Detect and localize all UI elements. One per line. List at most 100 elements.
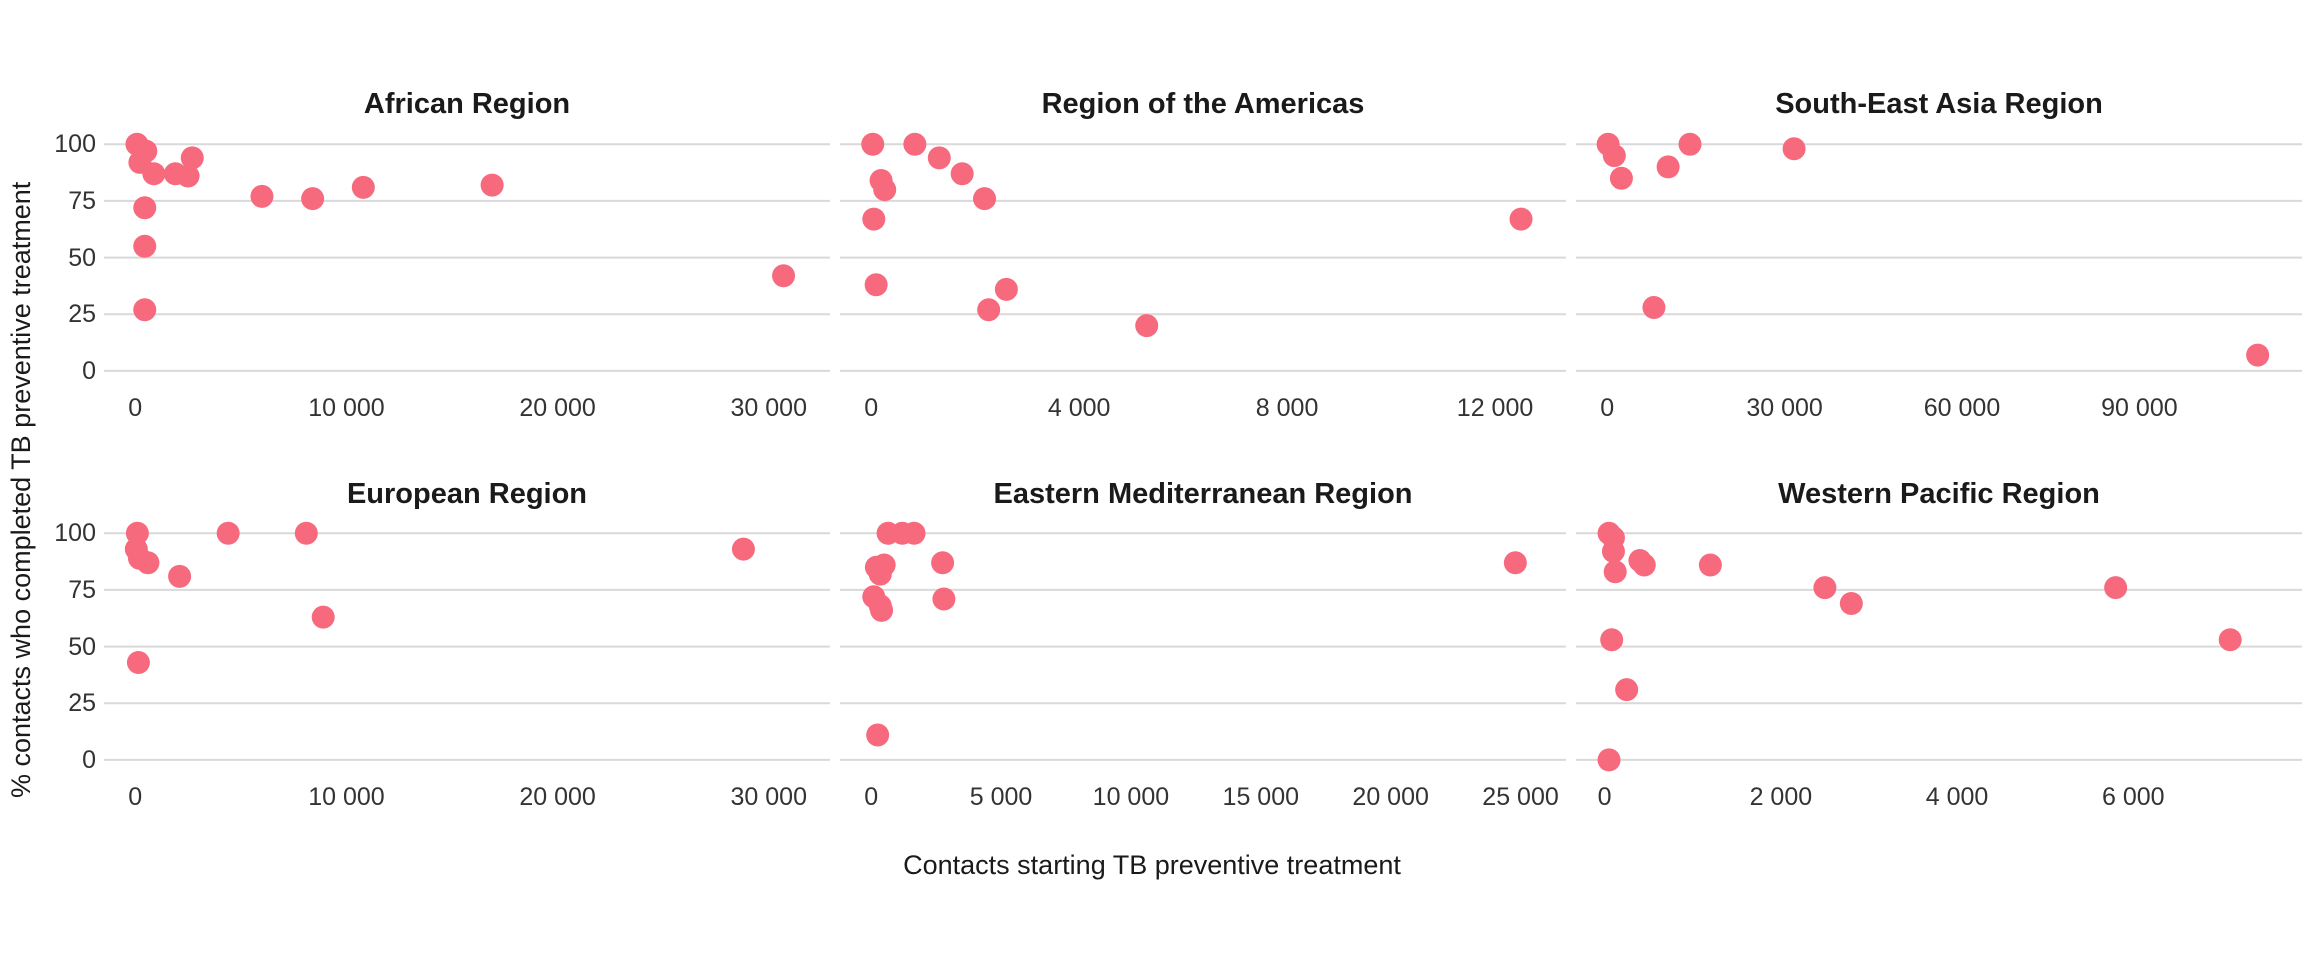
data-point (1642, 295, 1666, 319)
plot-area-south-east-asia-region: 0 30 000 60 000 90 000 (1576, 132, 2302, 422)
data-point (133, 298, 157, 322)
x-tick-label: 0 (864, 394, 878, 422)
panel-title-south-east-asia-region: South-East Asia Region (1775, 88, 2103, 120)
data-point (2218, 628, 2242, 652)
panel-title-eastern-mediterranean-region: Eastern Mediterranean Region (993, 478, 1413, 510)
data-point (950, 162, 974, 186)
y-tick-label: 25 (68, 689, 96, 718)
data-point (994, 277, 1018, 301)
x-tick-label: 0 (1598, 783, 1612, 811)
x-tick-label: 30 000 (731, 394, 807, 422)
data-point (136, 551, 160, 575)
data-point (927, 146, 951, 170)
x-tick-label: 4 000 (1048, 394, 1111, 422)
x-tick-label: 0 (1600, 394, 1614, 422)
data-point (1698, 553, 1722, 577)
y-tick-label: 50 (68, 243, 96, 272)
data-point (931, 551, 955, 575)
data-point (1135, 314, 1159, 338)
x-tick-label: 8 000 (1256, 394, 1319, 422)
data-point (250, 184, 274, 208)
plot-area-european-region: 0 10 000 20 000 30 000 (104, 521, 830, 811)
data-point (903, 132, 927, 156)
data-point (2246, 343, 2270, 367)
y-tick-label: 0 (82, 356, 96, 385)
data-point (1656, 155, 1680, 179)
data-point (133, 196, 157, 220)
data-point (142, 162, 166, 186)
data-point (731, 537, 755, 561)
data-point (1782, 137, 1806, 161)
y-axis-title: % contacts who completed TB preventive t… (6, 181, 36, 799)
data-point (868, 562, 892, 586)
x-tick-label: 15 000 (1223, 783, 1299, 811)
data-point (1602, 144, 1626, 168)
panel-title-western-pacific-region: Western Pacific Region (1778, 478, 2100, 510)
data-point (180, 146, 204, 170)
data-point (973, 187, 997, 211)
data-point (294, 521, 318, 545)
data-point (351, 175, 375, 199)
data-point (126, 650, 150, 674)
data-point (1601, 539, 1625, 563)
y-tick-label: 100 (54, 519, 96, 548)
x-tick-label: 12 000 (1457, 394, 1533, 422)
data-point (1603, 560, 1627, 584)
data-point (168, 564, 192, 588)
data-point (1609, 166, 1633, 190)
x-tick-label: 0 (128, 394, 142, 422)
x-tick-label: 30 000 (731, 783, 807, 811)
x-axis-title: Contacts starting TB preventive treatmen… (903, 850, 1401, 880)
plot-area-eastern-mediterranean-region: 0 5 000 10 000 15 000 20 000 25 000 (840, 521, 1566, 811)
y-tick-label: 50 (68, 632, 96, 661)
x-tick-label: 20 000 (519, 783, 595, 811)
x-tick-label: 90 000 (2101, 394, 2177, 422)
y-tick-label: 75 (68, 186, 96, 215)
data-point (864, 273, 888, 297)
x-tick-label: 5 000 (970, 783, 1033, 811)
x-tick-label: 10 000 (308, 394, 384, 422)
y-tick-label: 75 (68, 575, 96, 604)
x-tick-label: 30 000 (1746, 394, 1822, 422)
x-tick-label: 60 000 (1924, 394, 2000, 422)
y-tick-label: 0 (82, 745, 96, 774)
panel-title-european-region: European Region (346, 478, 588, 510)
data-point (870, 598, 894, 622)
plot-area-western-pacific-region: 0 2 000 4 000 6 000 (1576, 521, 2302, 811)
x-tick-label: 0 (864, 783, 878, 811)
data-point (1615, 678, 1639, 702)
data-point (1509, 207, 1533, 231)
x-tick-label: 25 000 (1482, 783, 1558, 811)
data-point (861, 132, 885, 156)
y-tick-label: 100 (54, 130, 96, 159)
data-point (133, 234, 157, 258)
data-point (480, 173, 504, 197)
plot-area-region-of-the-americas: 0 4 000 8 000 12 000 (840, 132, 1566, 422)
data-point (902, 521, 926, 545)
plot-area-african-region: 0 10 000 20 000 30 000 (104, 132, 830, 422)
x-tick-label: 10 000 (1093, 783, 1169, 811)
x-tick-label: 20 000 (1352, 783, 1428, 811)
data-point (1813, 576, 1837, 600)
data-point (862, 207, 886, 231)
data-point (1632, 553, 1656, 577)
x-tick-label: 6 000 (2102, 783, 2165, 811)
x-tick-label: 0 (128, 783, 142, 811)
x-tick-label: 2 000 (1750, 783, 1813, 811)
data-point (866, 723, 890, 747)
data-point (2104, 576, 2128, 600)
data-point (772, 264, 796, 288)
panel-title-region-of-the-americas: Region of the Americas (1041, 88, 1365, 120)
y-tick-label: 25 (68, 300, 96, 329)
panel-title-african-region: African Region (363, 88, 571, 120)
data-point (977, 298, 1001, 322)
data-point (216, 521, 240, 545)
data-point (176, 164, 200, 188)
data-point (1839, 592, 1863, 616)
x-tick-label: 10 000 (308, 783, 384, 811)
data-point (301, 187, 325, 211)
data-point (1597, 748, 1621, 772)
data-point (311, 605, 335, 629)
x-tick-label: 20 000 (519, 394, 595, 422)
